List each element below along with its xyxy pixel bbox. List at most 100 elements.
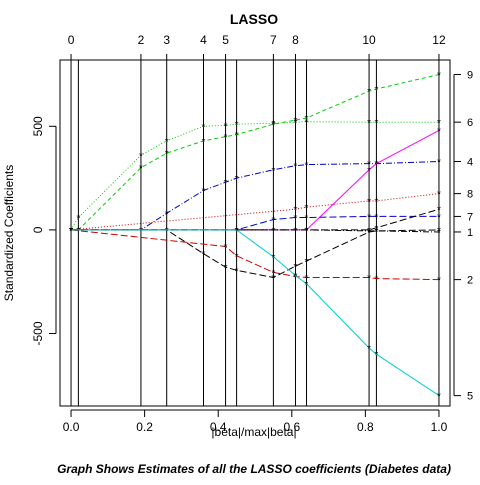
right-axis-label: 4 [467, 157, 473, 169]
series-point: * [305, 226, 309, 237]
right-axis-label: 7 [467, 211, 473, 223]
series-point: * [374, 160, 378, 171]
series-point: * [224, 263, 228, 274]
series-point: * [271, 274, 275, 285]
right-axis-label: 1 [467, 227, 473, 239]
series-point: * [235, 174, 239, 185]
series-point: * [367, 344, 371, 355]
series-point: * [271, 216, 275, 227]
series-point: * [271, 226, 275, 237]
series-point: * [224, 178, 228, 189]
series-point: * [367, 118, 371, 129]
series-point: * [374, 85, 378, 96]
series-point: * [271, 119, 275, 130]
series-point: * [305, 161, 309, 172]
series-point: * [374, 350, 378, 361]
series-line [71, 161, 440, 231]
x-tick-label: 0.4 [210, 420, 227, 434]
series-point: * [294, 205, 298, 216]
chart-caption: Graph Shows Estimates of all the LASSO c… [57, 462, 451, 476]
series-point: * [235, 120, 239, 131]
top-step-label: 10 [362, 33, 376, 47]
series-line [71, 229, 440, 233]
series-line [71, 208, 440, 231]
series-point: * [367, 212, 371, 223]
series-point: * [271, 166, 275, 177]
series-point: * [69, 226, 73, 237]
right-axis-label: 9 [467, 70, 473, 82]
right-axis-label: 8 [467, 189, 473, 201]
series-point: * [374, 275, 378, 286]
top-step-label: 7 [270, 33, 277, 47]
series-point: * [437, 226, 441, 237]
top-step-label: 4 [200, 33, 207, 47]
right-axis: 9 6 4 8 7 1 2 5 [453, 70, 473, 403]
series-point: * [69, 226, 73, 237]
series-point: * [69, 226, 73, 237]
right-axis-label: 6 [467, 117, 473, 129]
series-point: * [305, 257, 309, 268]
series-point: * [367, 197, 371, 208]
series-point: * [437, 190, 441, 201]
series-point: * [367, 274, 371, 285]
series-point: * [139, 151, 143, 162]
series-point: * [224, 121, 228, 132]
series-point: * [69, 226, 73, 237]
series-point: * [437, 205, 441, 216]
series-point: * [437, 118, 441, 129]
series-point: * [437, 276, 441, 287]
series-point: * [374, 224, 378, 235]
series-point: * [437, 212, 441, 223]
top-step-label: 0 [68, 33, 75, 47]
top-step-labels: 0 2 3 4 5 7 8 10 12 [68, 33, 446, 60]
series-point: * [165, 209, 169, 220]
series-point: * [367, 228, 371, 239]
series-lines: * **** * ** * ** ******* * * * * * * * ** * **** ** * * * * **… [69, 71, 441, 403]
x-tick-label: 0.2 [136, 420, 153, 434]
top-step-label: 3 [163, 33, 170, 47]
series-point: * [271, 268, 275, 279]
series-point: * [374, 118, 378, 129]
y-axis-label: Standardized Coefficients [2, 165, 16, 302]
series-line [71, 74, 440, 231]
series-line [70, 229, 440, 281]
series-point: * [139, 164, 143, 175]
series-point: * [69, 226, 73, 237]
series-point: * [165, 137, 169, 148]
series-point: * [202, 122, 206, 133]
series-point: * [305, 114, 309, 125]
series-point: * [437, 158, 441, 169]
series-point: * [235, 226, 239, 237]
series-line [71, 215, 439, 231]
series-point: * [165, 149, 169, 160]
series-point: * [305, 226, 309, 237]
series-point: * [367, 166, 371, 177]
y-tick-label: -500 [31, 321, 45, 345]
series-point: * [202, 187, 206, 198]
series-point: * [139, 226, 143, 237]
y-tick-label: 500 [31, 116, 45, 136]
series-point: * [367, 160, 371, 171]
series-point: * [294, 271, 298, 282]
series-point: * [69, 226, 73, 237]
x-tick-label: 0.8 [357, 420, 374, 434]
series-point: * [202, 250, 206, 261]
x-axis-label: |beta|/max|beta| [211, 425, 296, 439]
series-point: * [235, 252, 239, 263]
series-point: * [305, 274, 309, 285]
chart-title: LASSO [230, 11, 278, 27]
series-point: * [294, 213, 298, 224]
series-point: * [305, 203, 309, 214]
right-axis-label: 2 [467, 275, 473, 287]
series-point: * [294, 162, 298, 173]
series-point: * [202, 137, 206, 148]
y-tick-label: 0 [31, 226, 45, 233]
breakpoint-lines [70, 60, 440, 406]
right-axis-label: 5 [467, 391, 473, 403]
series-point: * [76, 226, 80, 237]
series-point: * [294, 273, 298, 284]
series-point: * [271, 253, 275, 264]
series-point: * [224, 133, 228, 144]
series-line [70, 121, 439, 231]
